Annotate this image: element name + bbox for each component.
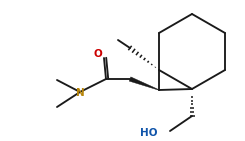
Polygon shape [129,77,159,90]
Text: HO: HO [140,128,158,138]
Text: O: O [94,49,102,59]
Text: N: N [76,88,84,98]
